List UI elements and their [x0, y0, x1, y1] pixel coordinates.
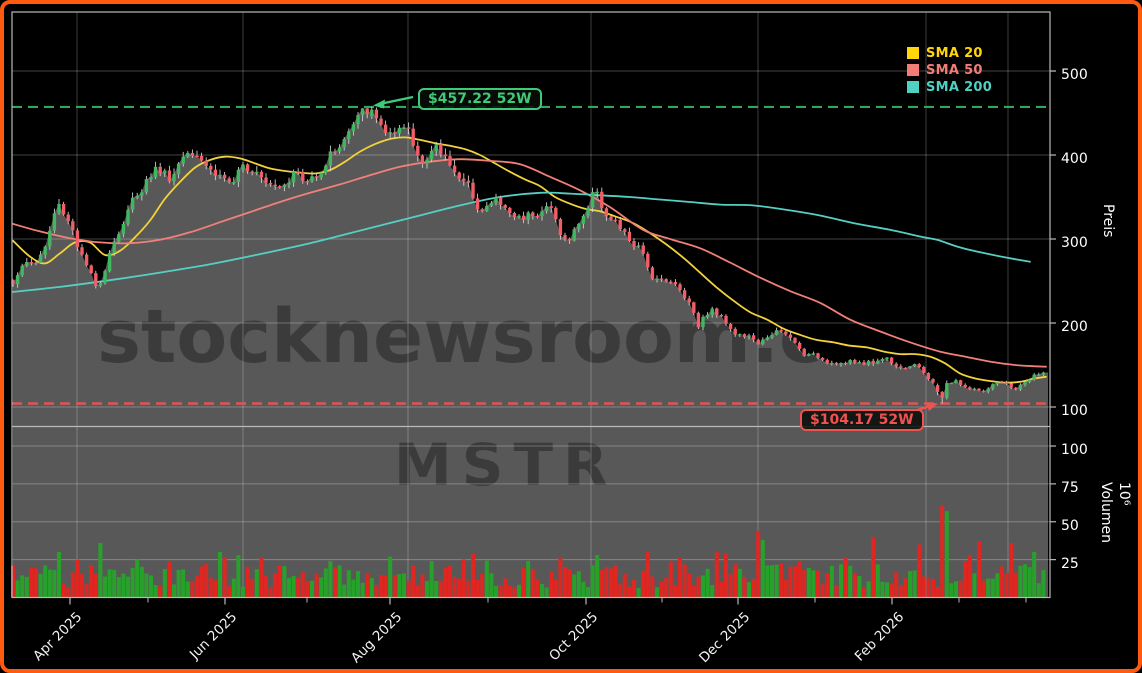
legend-label: SMA 200	[926, 79, 993, 95]
annotation-52w-high-label: $457.22 52W	[428, 91, 532, 107]
legend-label: SMA 20	[926, 45, 983, 61]
candlesticks	[11, 106, 1046, 404]
legend-swatch-icon	[907, 64, 919, 76]
volume-axis-title-text: Volumen	[1098, 482, 1114, 543]
gridlines	[12, 12, 1050, 598]
price-tick-500: 500	[1061, 67, 1088, 83]
legend-swatch-icon	[907, 47, 919, 59]
legend: SMA 20 SMA 50 SMA 200	[907, 45, 993, 95]
price-tick-100: 100	[1061, 403, 1088, 419]
price-axis-title: Preis	[1100, 204, 1116, 238]
price-tick-400: 400	[1061, 151, 1088, 167]
annotation-52w-low-label: $104.17 52W	[810, 412, 914, 428]
volume-axis-unit: 10⁶	[1116, 482, 1132, 506]
volume-tick-75: 75	[1061, 479, 1079, 496]
annotation-52w-low: $104.17 52W	[800, 409, 924, 431]
price-area-fill	[13, 108, 1048, 598]
legend-item: SMA 50	[907, 62, 992, 78]
volume-tick-25: 25	[1061, 555, 1079, 572]
legend-item: SMA 200	[907, 79, 993, 95]
volume-axis-title: Volumen 10⁶	[1098, 482, 1132, 543]
legend-item: SMA 20	[907, 45, 992, 61]
volume-tick-100: 100	[1061, 442, 1088, 458]
volume-bars	[11, 505, 1046, 598]
watermark-symbol: MSTR	[394, 431, 618, 499]
price-tick-300: 300	[1061, 235, 1088, 251]
sma-lines	[12, 136, 1047, 384]
price-tick-200: 200	[1061, 319, 1088, 335]
watermark-site: stocknewsroom.com	[97, 294, 951, 380]
price-volume-chart: stocknewsroom.com MSTR	[11, 11, 1056, 605]
legend-swatch-icon	[907, 81, 919, 93]
annotation-52w-high: $457.22 52W	[418, 88, 542, 110]
legend-label: SMA 50	[926, 62, 983, 78]
volume-tick-50: 50	[1061, 517, 1079, 534]
